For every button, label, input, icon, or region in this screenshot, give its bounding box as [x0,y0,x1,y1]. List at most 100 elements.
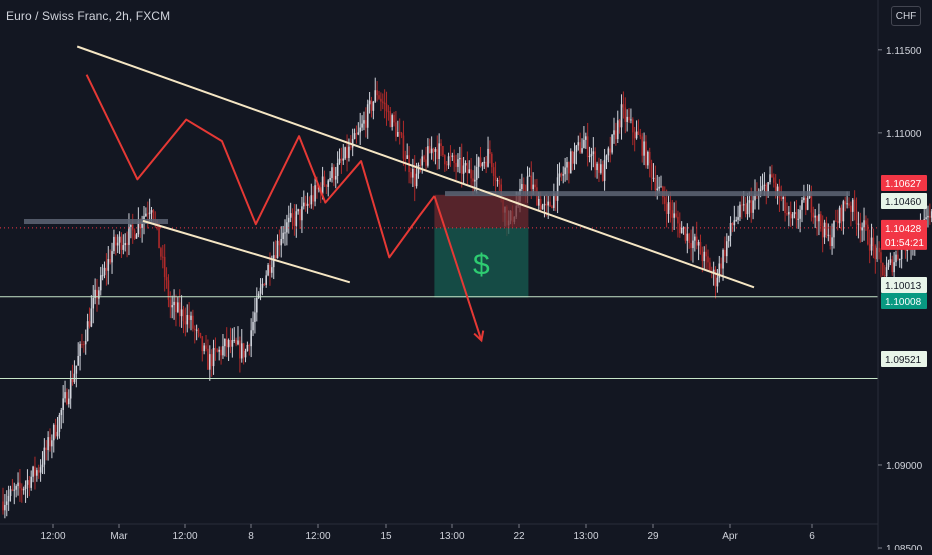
candle-body [428,146,431,154]
currency-button[interactable]: CHF [891,6,921,26]
time-tick-label: 29 [647,531,659,542]
wedge-lower-trendline[interactable] [142,219,351,284]
stop-level-label: 1.10627 [885,179,922,190]
candle-body [788,211,790,215]
candle-body [381,101,384,103]
candle-body [282,232,284,239]
candle-body [475,166,478,180]
candle-body [252,321,254,331]
candle-body [643,141,645,156]
candle-body [162,256,164,258]
candle-body [716,277,719,287]
time-tick-label: 22 [513,531,525,542]
candle-body [686,233,689,241]
candle-body [442,145,444,156]
candle-body [863,220,865,228]
candle-body [220,349,222,356]
candle-body [731,222,734,226]
candle-body [539,198,542,210]
candle-body [60,409,63,416]
candle-body [810,192,813,213]
candle-body [821,226,824,238]
candle-body [534,184,536,188]
candle-body [774,182,777,191]
wave-path[interactable] [85,74,436,259]
candle-body [547,201,549,206]
candle-body [477,157,480,167]
candle-body [177,302,179,312]
candle-body [254,312,256,322]
candle-body [566,162,568,168]
candle-body [71,377,74,383]
candle-body [605,155,608,160]
candle-body [660,186,662,188]
candle-body [353,133,356,139]
forecast-arrow[interactable] [433,195,483,341]
drawings-layer[interactable]: $ [0,45,878,379]
candle-body [739,204,741,218]
candle-body [765,184,768,196]
wedge-upper-trendline[interactable] [76,45,755,289]
candle-body [680,227,683,234]
candle-body [413,168,416,187]
candle-body [588,155,591,158]
candle-body [118,236,121,243]
candle-body [301,206,303,221]
candle-body [17,482,19,487]
stop-loss-zone[interactable] [434,194,529,228]
candle-body [90,308,93,327]
candle-body [695,236,698,246]
candle-body [175,301,177,312]
time-axis[interactable]: 12:00 Mar 12:00 8 12:00 15 13:00 22 13:00 29 Apr 6 [0,523,878,542]
candle-body [656,188,659,191]
symbol-title[interactable]: Euro / Swiss Franc, 2h, FXCM [6,9,171,23]
candle-body [558,173,561,178]
candle-body [449,156,452,158]
candle-body [714,269,717,287]
candle-body [15,486,17,490]
candle-body [214,347,217,350]
candle-body [742,204,745,206]
candle-body [368,100,371,105]
candle-body [803,197,805,201]
candle-body [776,186,779,191]
candle-body [889,259,892,263]
candle-body [210,354,213,367]
candle-body [421,156,424,166]
take-profit-zone[interactable] [434,227,529,298]
candle-body [594,151,596,171]
candle-body [293,216,296,226]
candle-body [724,250,726,257]
candle-body [103,267,106,276]
candle-body [62,398,64,410]
candle-body [468,169,471,174]
candle-body [321,176,324,194]
candle-body [600,164,602,173]
candle-body [637,131,640,135]
candle-body [86,321,89,342]
candle-body [148,212,151,214]
candle-body [193,328,196,331]
candle-body [564,167,566,175]
candle-body [434,149,437,152]
candle-body [836,220,839,224]
target-level-tag [881,293,927,309]
candle-body [58,415,61,432]
candle-body [184,321,187,325]
candle-body [79,344,81,356]
candle-body [705,251,707,257]
candle-body [41,464,44,468]
candle-body [633,132,636,139]
candle-body [289,213,292,218]
candle-body [528,175,531,177]
candle-body [494,176,497,181]
candle-body [645,141,647,166]
candle-body [741,204,743,206]
candle-body [569,151,572,174]
candle-body [334,176,337,180]
candle-body [526,176,529,191]
candle-body [336,162,339,177]
candle-body [182,309,185,322]
